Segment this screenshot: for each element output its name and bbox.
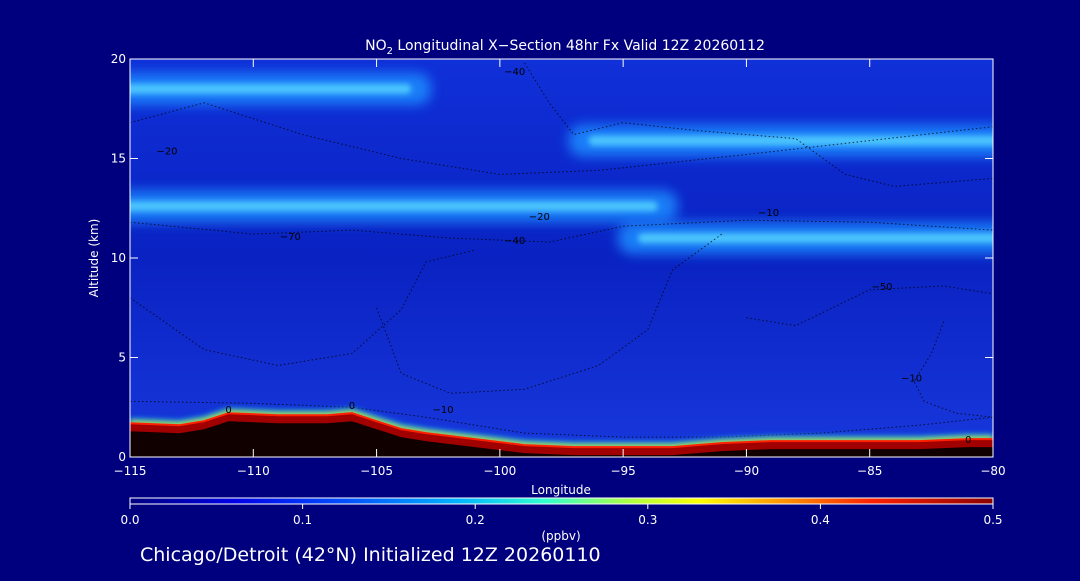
footer-caption: Chicago/Detroit (42°N) Initialized 12Z 2… [140,544,601,566]
contour-label-5: −40 [504,236,525,247]
colorbar-ticks: 0.0 0.1 0.2 0.3 0.4 0.5 [120,504,1003,527]
contour-line-7 [746,285,993,327]
x-tick-label-8: −80 [980,464,1005,478]
colorbar-tick-label-5: 0.4 [811,513,830,527]
plot-area: −20 −40 −70 −20 −40 −10 −50 −10 −10 0 0 0 [130,59,993,457]
colorbar: 0.0 0.1 0.2 0.3 0.4 0.5 (ppbv) [120,497,1003,543]
contour-label-12: 0 [965,435,971,446]
colorbar-unit-label: (ppbv) [541,529,580,543]
contour-line-6 [130,400,993,438]
y-axis: 0 5 10 15 20 [111,52,993,464]
y-tick-label-2: 5 [118,351,126,365]
surface-layer [130,408,993,457]
y-axis-title: Altitude (km) [87,219,101,298]
concentration-bands [130,72,993,255]
concentration-band-core-2 [588,135,993,146]
y-tick-label-1: 0 [118,450,126,464]
chart-title: NO2 Longitudinal X−Section 48hr Fx Valid… [365,38,765,57]
contour-label-8: −10 [901,373,922,384]
concentration-band-core-1 [130,83,412,94]
x-tick-label-7: −85 [857,464,882,478]
colorbar-tick-label-4: 0.3 [638,513,657,527]
x-tick-label-1: −115 [114,464,147,478]
concentration-band-core-3 [130,201,658,212]
concentration-field [130,59,993,457]
colorbar-tick-label-3: 0.2 [466,513,485,527]
contour-line-4 [130,249,476,367]
x-axis: −115 −110 −105 −100 −95 −90 −85 −80 [114,59,1006,478]
x-tick-label-5: −95 [610,464,635,478]
y-tick-label-4: 15 [111,152,126,166]
y-tick-label-5: 20 [111,52,126,66]
contour-label-9: −10 [433,405,454,416]
contour-labels: −20 −40 −70 −20 −40 −10 −50 −10 −10 0 0 0 [156,67,971,446]
contour-label-7: −50 [871,282,892,293]
contour-label-1: −20 [156,147,177,158]
contour-label-10: 0 [225,405,231,416]
contour-label-11: 0 [349,401,355,412]
colorbar-tick-label-2: 0.1 [293,513,312,527]
x-tick-label-3: −105 [360,464,393,478]
terrain [130,421,993,457]
x-tick-label-4: −100 [483,464,516,478]
contour-line-3 [376,233,723,394]
contour-label-4: −20 [529,212,550,223]
contour-line-8 [913,321,993,418]
colorbar-tick-label-6: 0.5 [983,513,1002,527]
contour-line-5 [524,62,993,187]
contour-line-2 [130,219,993,243]
contour-label-3: −70 [280,232,301,243]
contour-label-2: −40 [504,67,525,78]
temperature-contours [130,62,993,438]
y-tick-label-3: 10 [111,251,126,265]
x-tick-label-2: −110 [237,464,270,478]
x-axis-title: Longitude [531,483,591,497]
contour-label-6: −10 [758,208,779,219]
concentration-band-core-4 [637,233,993,244]
surface-edge [130,412,993,449]
colorbar-ramp [129,497,994,505]
x-tick-label-6: −90 [734,464,759,478]
colorbar-tick-label-1: 0.0 [120,513,139,527]
